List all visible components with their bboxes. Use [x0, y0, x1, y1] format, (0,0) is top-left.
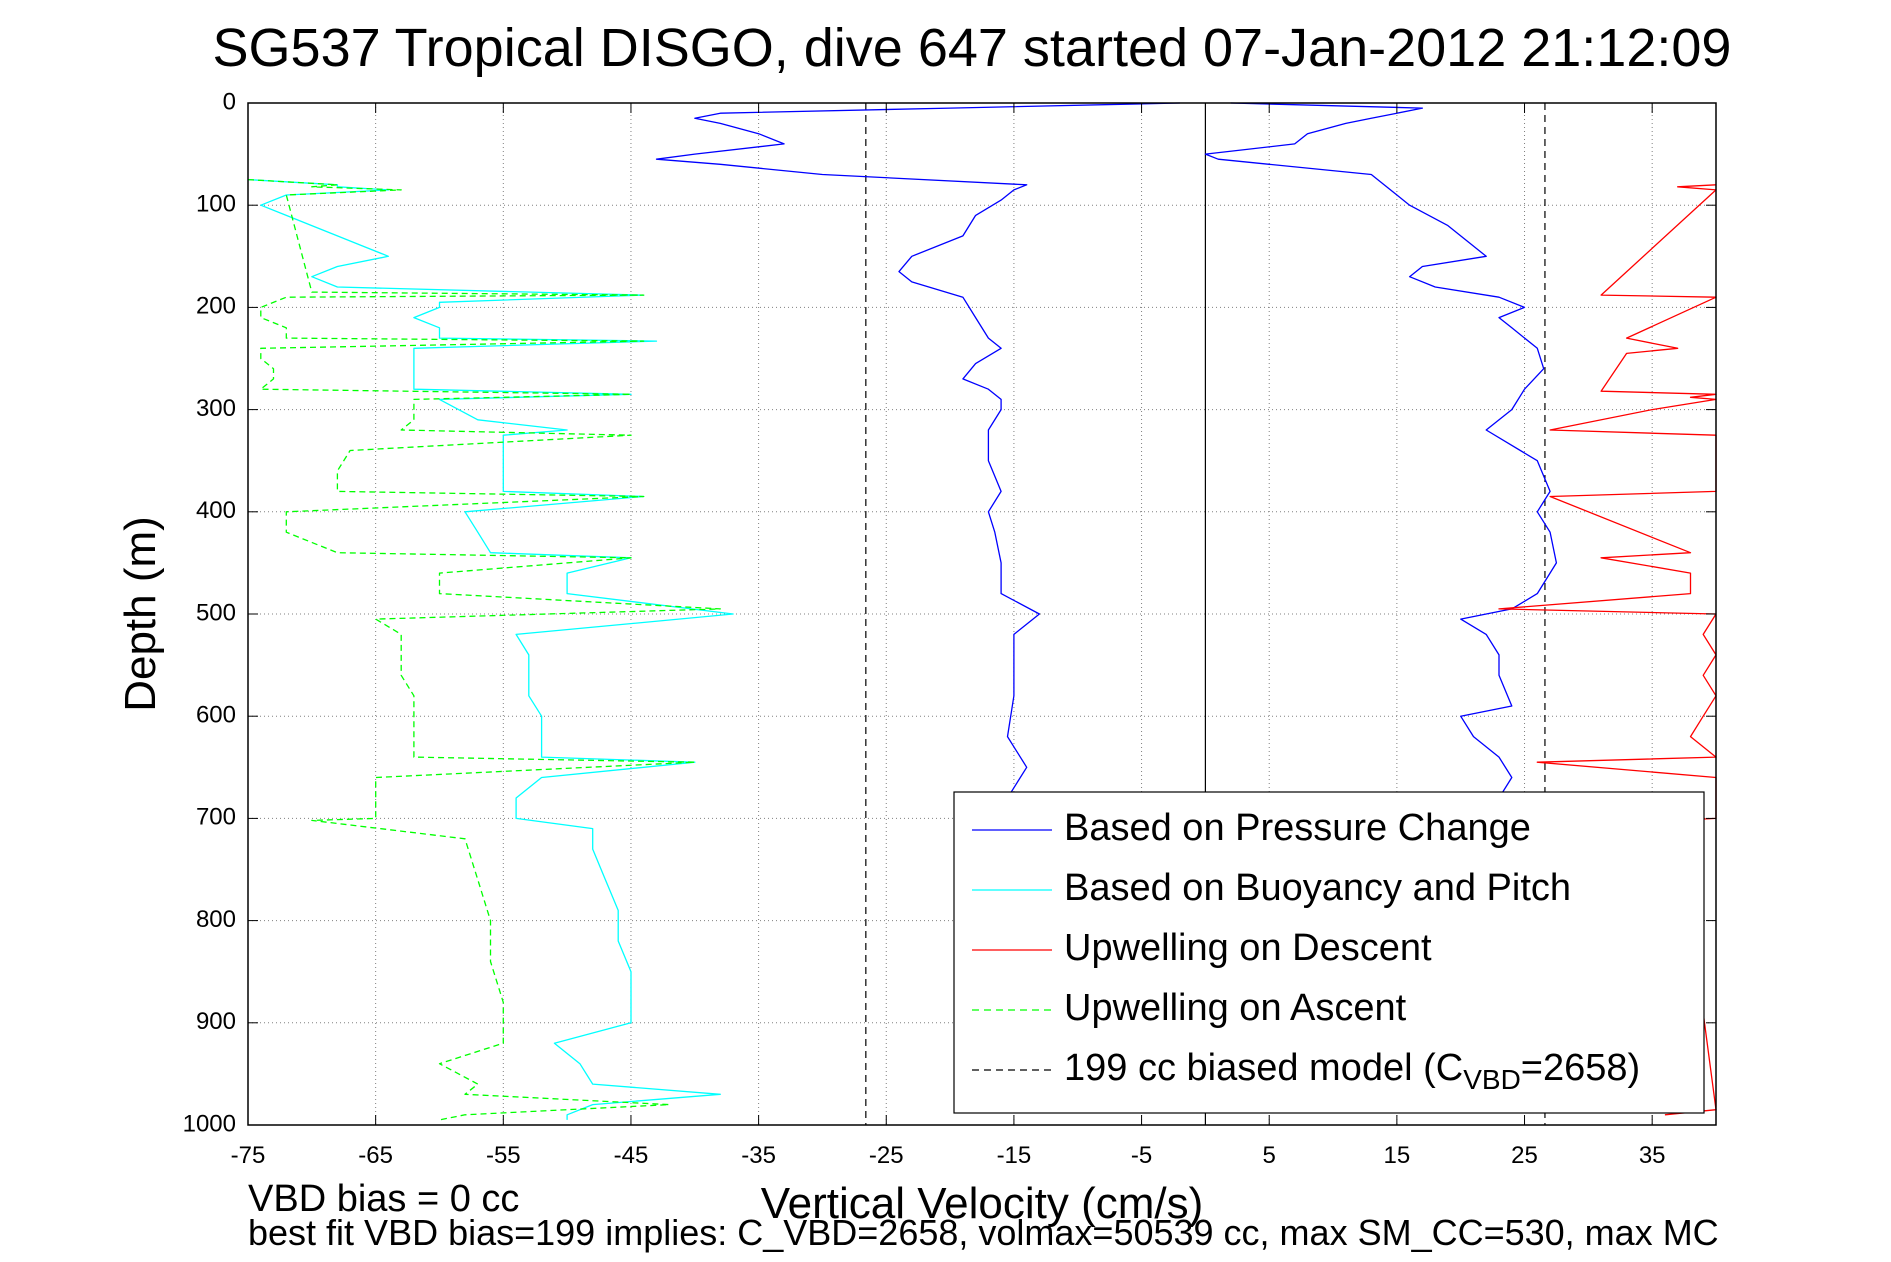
x-tick-label: 25	[1511, 1142, 1538, 1169]
footnote-best-fit: best fit VBD bias=199 implies: C_VBD=265…	[248, 1212, 1719, 1253]
axis-ticks: -75 -65 -55 -45 -35 -25 -15 -5 5 15 25 350100200300…	[183, 88, 1716, 1169]
series-line-upwelling-on-descent	[1498, 184, 1717, 1116]
x-tick-label: -65	[358, 1142, 393, 1169]
series-line-based-on-buoyancy-and-pitch	[247, 178, 734, 1120]
x-axis-label: Vertical Velocity (cm/s)	[761, 1179, 1204, 1228]
x-tick-label: -45	[614, 1142, 649, 1169]
y-tick-label: 700	[196, 804, 236, 831]
y-tick-label: 500	[196, 599, 236, 626]
y-tick-label: 900	[196, 1008, 236, 1035]
y-tick-label: 300	[196, 395, 236, 422]
legend-label: Upwelling on Descent	[1064, 927, 1432, 969]
y-tick-label: 1000	[183, 1110, 236, 1137]
legend-label: Based on Pressure Change	[1064, 807, 1531, 849]
series-line-based-on-pressure-change	[655, 102, 1180, 799]
y-tick-label: 400	[196, 497, 236, 524]
series-line-based-on-pressure-change	[1204, 102, 1558, 799]
x-tick-label: 5	[1263, 1142, 1276, 1169]
x-tick-label: -75	[231, 1142, 266, 1169]
legend-model-sub: VBD	[1463, 1064, 1521, 1095]
legend-label: Based on Buoyancy and Pitch	[1064, 867, 1571, 909]
x-tick-label: -25	[869, 1142, 904, 1169]
legend-model-prefix: 199 cc biased model (C	[1064, 1047, 1463, 1089]
y-tick-label: 100	[196, 191, 236, 218]
y-tick-label: 200	[196, 293, 236, 320]
series-layer	[247, 102, 1717, 1121]
legend-model-suffix: =2658)	[1521, 1047, 1640, 1089]
x-tick-label: 35	[1639, 1142, 1666, 1169]
y-tick-label: 800	[196, 906, 236, 933]
series-line-upwelling-on-ascent	[247, 178, 721, 1121]
legend-label-model: 199 cc biased model (CVBD=2658)	[1064, 1047, 1640, 1095]
y-tick-label: 0	[223, 88, 236, 115]
x-tick-label: -55	[486, 1142, 521, 1169]
footnote-vbd-bias: VBD bias = 0 cc	[248, 1178, 520, 1220]
y-axis-label: Depth (m)	[116, 516, 165, 712]
x-tick-label: -35	[741, 1142, 776, 1169]
y-tick-label: 600	[196, 702, 236, 729]
x-tick-label: -5	[1131, 1142, 1152, 1169]
chart-title: SG537 Tropical DISGO, dive 647 started 0…	[213, 18, 1732, 78]
legend: Based on Pressure Change Based on Buoyanc…	[953, 791, 1705, 1114]
legend-label: Upwelling on Ascent	[1064, 987, 1407, 1029]
x-tick-label: -15	[997, 1142, 1032, 1169]
legend-box	[953, 791, 1705, 1114]
x-tick-label: 15	[1384, 1142, 1411, 1169]
